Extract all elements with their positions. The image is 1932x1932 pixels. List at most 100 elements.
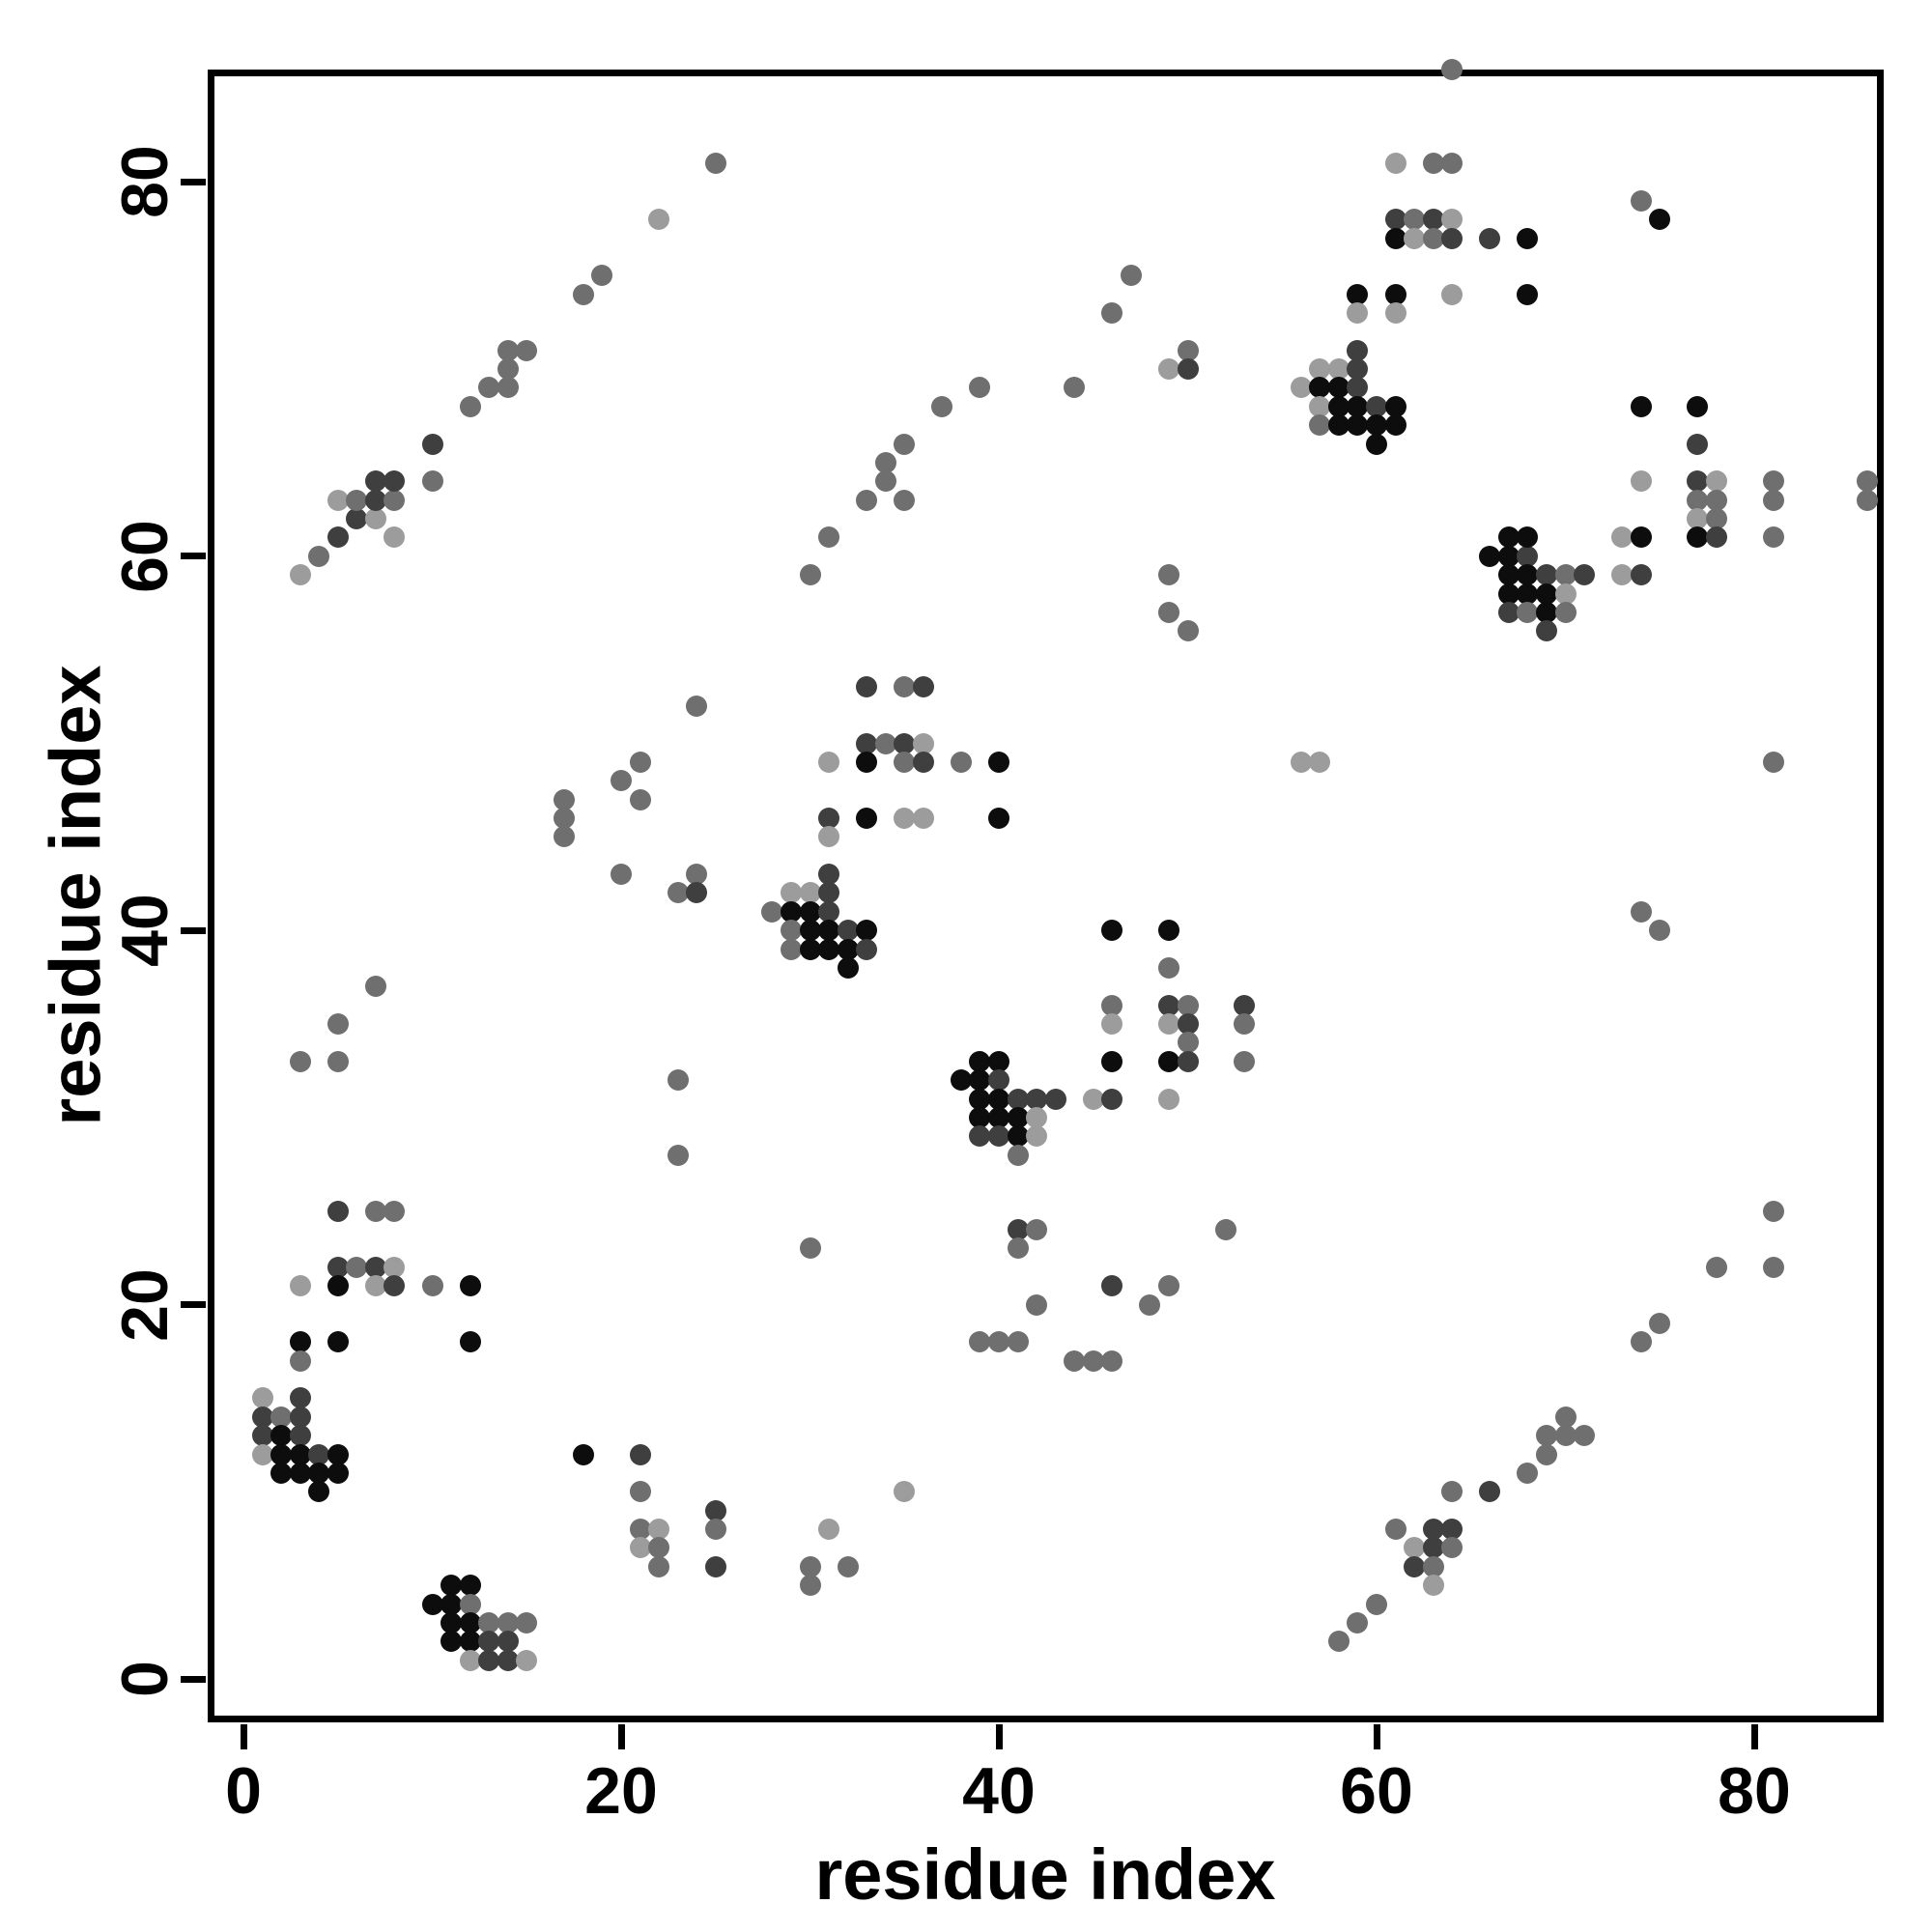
data-point (1630, 189, 1652, 212)
data-point (440, 1631, 463, 1653)
data-point (894, 1481, 916, 1503)
data-point (497, 358, 519, 381)
data-point (251, 1443, 273, 1465)
data-point (289, 564, 311, 586)
data-point (1517, 526, 1539, 549)
data-point (856, 751, 878, 773)
data-point (1007, 1237, 1029, 1260)
data-point (1554, 1406, 1577, 1428)
data-point (1630, 1331, 1652, 1353)
data-point (327, 1050, 349, 1072)
data-point (1422, 1519, 1444, 1541)
y-tick-label: 0 (108, 1661, 182, 1697)
data-point (894, 807, 916, 829)
data-point (837, 920, 859, 942)
x-tick-label: 20 (584, 1754, 658, 1828)
data-point (364, 508, 386, 530)
x-tick-mark (1750, 1724, 1758, 1749)
data-point (1290, 751, 1312, 773)
data-point (950, 751, 972, 773)
data-point (1384, 227, 1406, 249)
data-point (629, 1537, 651, 1559)
data-point (1007, 1088, 1029, 1110)
data-point (289, 1406, 311, 1428)
data-point (1157, 601, 1179, 623)
y-tick-mark (181, 926, 206, 934)
data-point (837, 1555, 859, 1577)
data-point (270, 1443, 293, 1465)
data-point (799, 1555, 821, 1577)
data-point (686, 882, 708, 904)
data-point (497, 1649, 519, 1671)
data-point (478, 1631, 500, 1653)
data-point (1309, 414, 1331, 437)
data-point (969, 1050, 991, 1072)
data-point (1366, 1593, 1387, 1615)
data-point (1611, 564, 1634, 586)
data-point (988, 1331, 1009, 1353)
data-point (289, 1425, 311, 1447)
data-point (289, 1050, 311, 1072)
y-tick-mark (181, 178, 206, 185)
data-point (364, 976, 386, 998)
data-point (799, 938, 821, 960)
data-point (384, 470, 406, 493)
data-point (572, 1443, 594, 1465)
data-point (554, 788, 576, 810)
data-point (799, 920, 821, 942)
data-point (988, 807, 1009, 829)
y-tick-label: 60 (108, 519, 182, 593)
data-point (1157, 564, 1179, 586)
data-point (1327, 1631, 1350, 1653)
data-point (554, 826, 576, 848)
data-point (1082, 1350, 1104, 1372)
data-point (308, 1462, 330, 1484)
data-point (327, 1200, 349, 1222)
data-point (780, 900, 802, 923)
data-point (1479, 227, 1501, 249)
data-point (648, 1519, 670, 1541)
data-point (1517, 1462, 1539, 1484)
data-point (516, 1611, 538, 1634)
data-point (1384, 283, 1406, 305)
data-point (1404, 227, 1426, 249)
data-point (421, 433, 443, 455)
data-point (1762, 526, 1784, 549)
data-point (1177, 994, 1199, 1016)
data-point (894, 751, 916, 773)
data-point (1044, 1088, 1066, 1110)
data-point (1649, 209, 1671, 231)
data-point (1327, 377, 1350, 399)
data-point (1441, 1519, 1463, 1541)
data-point (384, 526, 406, 549)
data-point (856, 676, 878, 698)
data-point (1177, 358, 1199, 381)
data-point (799, 1575, 821, 1597)
data-point (856, 807, 878, 829)
data-point (704, 153, 726, 175)
data-point (308, 545, 330, 567)
data-point (1554, 601, 1577, 623)
data-point (1309, 377, 1331, 399)
y-tick-mark (181, 553, 206, 560)
data-point (1404, 209, 1426, 231)
data-point (1479, 1481, 1501, 1503)
data-point (1705, 489, 1727, 511)
data-point (988, 751, 1009, 773)
data-point (1517, 601, 1539, 623)
data-point (629, 751, 651, 773)
data-point (497, 1611, 519, 1634)
data-point (686, 695, 708, 717)
data-point (1687, 433, 1709, 455)
data-point (629, 1481, 651, 1503)
data-point (1497, 526, 1520, 549)
data-point (988, 1088, 1009, 1110)
data-point (1327, 414, 1350, 437)
data-point (1101, 1013, 1123, 1036)
data-point (818, 882, 840, 904)
data-point (667, 1069, 689, 1092)
data-point (1384, 153, 1406, 175)
y-tick-label: 40 (108, 894, 182, 968)
data-point (1497, 545, 1520, 567)
data-point (629, 1519, 651, 1541)
